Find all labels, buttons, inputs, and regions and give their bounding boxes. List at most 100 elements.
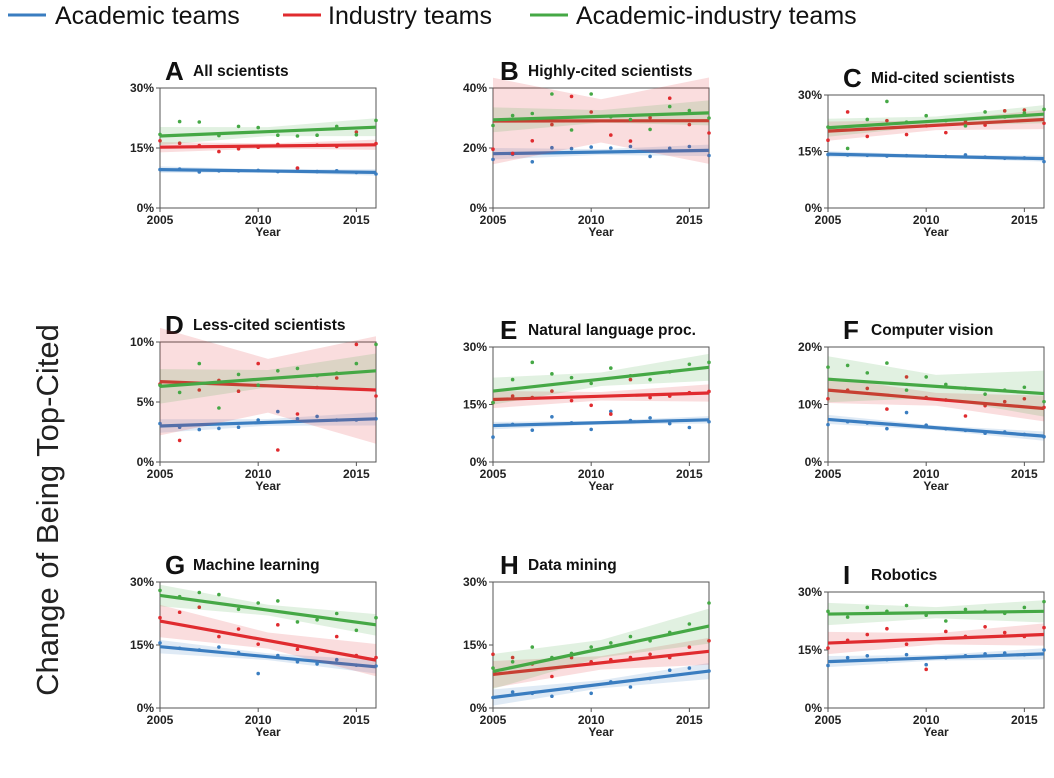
data-point	[707, 131, 711, 135]
data-point	[885, 361, 889, 365]
series-industry-teams	[826, 623, 1046, 672]
data-point	[687, 108, 692, 113]
data-point	[374, 417, 378, 421]
data-point	[904, 388, 909, 392]
data-point	[315, 169, 319, 174]
data-point	[1002, 630, 1007, 635]
data-point	[236, 627, 241, 631]
data-point	[826, 396, 830, 401]
y-tick-label: 0%	[805, 455, 823, 469]
data-point	[236, 169, 241, 173]
data-point	[256, 125, 260, 130]
data-point	[826, 663, 830, 668]
y-tick-label: 20%	[798, 340, 822, 354]
data-point	[1042, 599, 1046, 604]
data-point	[276, 409, 280, 414]
data-point	[530, 395, 535, 400]
trend-line	[827, 632, 1045, 645]
data-point	[334, 418, 339, 422]
data-point	[1042, 434, 1046, 439]
data-point	[589, 110, 593, 114]
data-point	[628, 139, 633, 143]
data-point	[628, 418, 633, 423]
panel-title: All scientists	[193, 63, 289, 80]
data-point	[197, 120, 202, 124]
trend-line	[827, 377, 1045, 396]
data-point	[236, 147, 241, 151]
data-point	[177, 610, 182, 615]
series-academic-teams	[158, 409, 378, 433]
data-point	[963, 124, 968, 128]
panel-title: Natural language proc.	[528, 322, 696, 339]
data-point	[177, 390, 182, 395]
x-tick-label: 2005	[480, 213, 507, 227]
trend-line	[159, 619, 377, 662]
data-point	[687, 390, 692, 395]
data-point	[865, 153, 870, 158]
data-point	[648, 395, 652, 400]
data-point	[569, 398, 574, 403]
panel-letter: A	[165, 56, 184, 86]
data-point	[628, 377, 633, 382]
data-point	[354, 342, 359, 347]
data-point	[1042, 648, 1046, 652]
y-tick-label: 0%	[805, 201, 823, 215]
data-point	[983, 155, 987, 159]
data-point	[983, 123, 987, 127]
data-point	[924, 667, 928, 672]
trend-line	[492, 649, 710, 676]
data-point	[197, 605, 202, 609]
data-point	[983, 431, 987, 436]
data-point	[217, 634, 221, 639]
data-point	[569, 687, 574, 691]
y-tick-label: 0%	[137, 455, 155, 469]
data-point	[354, 663, 359, 667]
panel-title: Highly-cited scientists	[528, 63, 693, 80]
data-point	[569, 421, 574, 425]
x-tick-label: 2010	[578, 467, 605, 481]
data-point	[491, 400, 495, 405]
x-tick-label: 2010	[913, 713, 940, 727]
data-point	[491, 123, 495, 128]
y-tick-label: 0%	[470, 201, 488, 215]
data-point	[1022, 605, 1027, 610]
data-point	[334, 657, 339, 662]
data-point	[236, 124, 241, 129]
x-tick-label: 2015	[343, 467, 370, 481]
panel-letter: G	[165, 550, 185, 580]
data-point	[550, 414, 554, 419]
data-point	[315, 373, 319, 378]
data-point	[609, 657, 613, 662]
data-point	[609, 412, 613, 416]
data-point	[177, 594, 182, 599]
data-point	[687, 645, 692, 649]
series-academic-teams	[158, 639, 378, 676]
x-tick-label: 2015	[1011, 213, 1038, 227]
data-point	[1002, 109, 1007, 113]
data-point	[177, 119, 182, 124]
data-point	[295, 366, 300, 371]
trend-line	[827, 417, 1045, 438]
trend-line	[492, 418, 710, 428]
data-point	[1022, 111, 1027, 115]
panel-letter: I	[843, 560, 850, 590]
data-point	[491, 435, 495, 439]
x-tick-label: 2010	[245, 713, 272, 727]
data-point	[628, 685, 633, 689]
data-point	[491, 157, 495, 162]
data-point	[177, 438, 182, 443]
series-academic-industry-teams	[826, 599, 1046, 626]
data-point	[845, 419, 850, 424]
data-point	[510, 660, 515, 664]
y-tick-label: 20%	[463, 141, 487, 155]
data-point	[276, 369, 280, 373]
data-point	[1002, 399, 1007, 404]
data-point	[256, 145, 260, 149]
trend-line	[159, 593, 377, 627]
data-point	[510, 690, 515, 694]
x-axis-label: Year	[588, 225, 614, 239]
data-point	[845, 615, 850, 619]
y-tick-label: 30%	[463, 340, 487, 354]
data-point	[197, 648, 202, 652]
data-point	[589, 403, 593, 408]
